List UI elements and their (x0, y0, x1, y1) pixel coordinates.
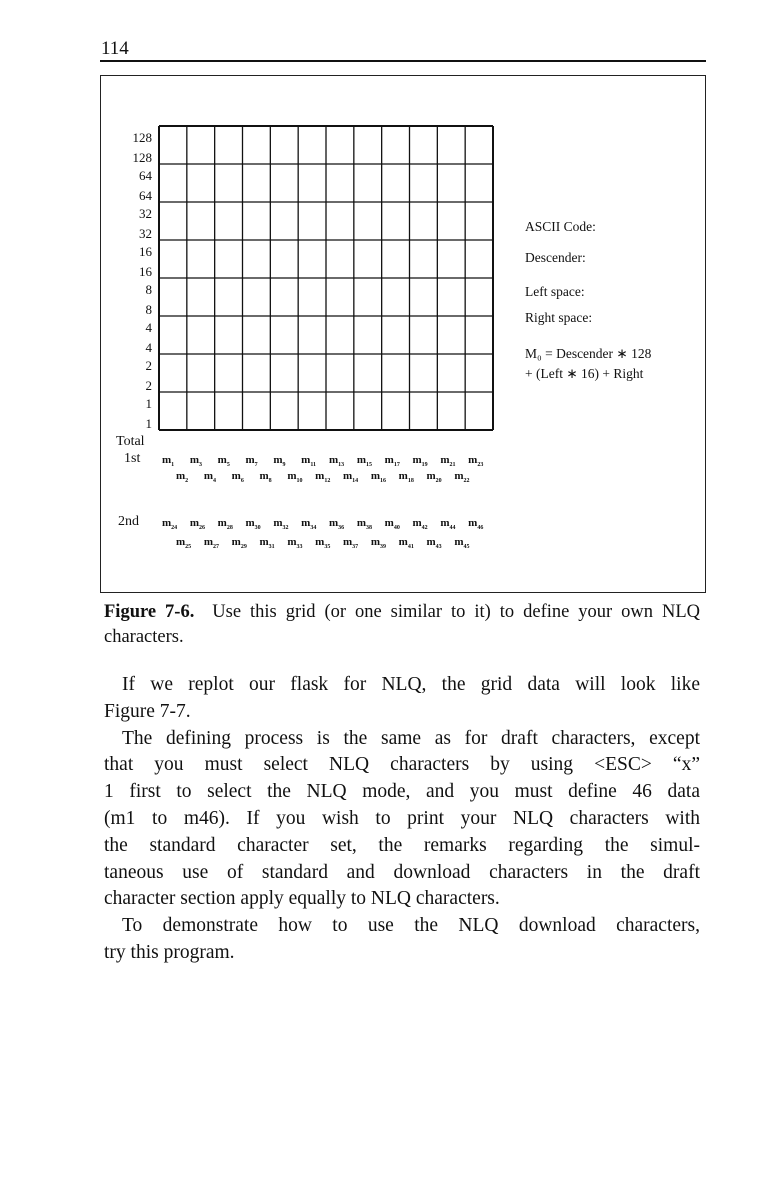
row-value-label: 64 (139, 168, 152, 183)
data-byte-label: m8 (259, 470, 272, 485)
body-line: Figure 7-7. (104, 700, 191, 722)
data-byte-label: m40 (384, 517, 400, 532)
ascii-code-label: ASCII Code: (525, 219, 596, 234)
row-value-label: 32 (139, 226, 152, 241)
body-line: If we replot our flask for NLQ, the grid… (122, 674, 700, 695)
first-pass-label: 1st (124, 451, 141, 466)
right-space-label: Right space: (525, 310, 593, 325)
data-byte-label: m17 (384, 454, 400, 469)
data-byte-label: m10 (287, 470, 303, 485)
data-byte-label: m45 (454, 536, 470, 551)
data-byte-label: m36 (329, 517, 345, 532)
row-value-label: 8 (145, 282, 153, 297)
data-byte-label: m5 (217, 454, 230, 469)
data-byte-label: m25 (176, 536, 192, 551)
data-byte-label: m2 (176, 470, 189, 485)
body-line: taneous use of standard and download cha… (104, 861, 700, 883)
row-value-label: 128 (132, 150, 153, 165)
data-byte-label: m18 (398, 470, 414, 485)
data-byte-label: m35 (315, 536, 331, 551)
data-byte-label: m21 (440, 454, 456, 469)
data-byte-label: m9 (273, 454, 286, 469)
data-byte-label: m41 (398, 536, 414, 551)
descender-label: Descender: (525, 250, 586, 265)
row-value-label: 16 (139, 264, 152, 279)
second-pass-label: 2nd (118, 514, 139, 529)
data-byte-label: m30 (245, 517, 261, 532)
row-value-label: 32 (139, 206, 152, 221)
data-byte-label: m33 (287, 536, 303, 551)
data-byte-label: m26 (189, 517, 205, 532)
data-byte-label: m12 (315, 470, 331, 485)
data-byte-label: m37 (343, 536, 359, 551)
data-byte-label: m4 (203, 470, 216, 485)
data-byte-label: m22 (454, 470, 470, 485)
data-byte-label: m15 (356, 454, 372, 469)
row-value-label: 16 (139, 244, 152, 259)
body-line: the standard character set, the remarks … (104, 834, 700, 856)
data-byte-label: m34 (301, 517, 317, 532)
left-space-label: Left space: (525, 284, 585, 299)
data-byte-label: m16 (370, 470, 386, 485)
data-byte-label: m32 (273, 517, 289, 532)
data-byte-label: m13 (329, 454, 345, 469)
row-value-label: 4 (145, 340, 153, 355)
caption-text: Use this grid (or one similar to it) to … (104, 602, 701, 647)
data-byte-label: m43 (426, 536, 442, 551)
data-byte-label: m38 (356, 517, 372, 532)
data-byte-label: m6 (231, 470, 244, 485)
data-byte-label: m27 (203, 536, 219, 551)
formula-line-2: + (Left ∗ 16) + Right (525, 366, 644, 381)
data-byte-label: m29 (231, 536, 247, 551)
page-number: 114 (101, 38, 129, 59)
data-byte-label: m44 (440, 517, 456, 532)
data-byte-label: m20 (426, 470, 442, 485)
caption-label: Figure 7-6. (104, 602, 195, 622)
data-byte-label: m7 (245, 454, 258, 469)
data-byte-label: m46 (468, 517, 484, 532)
data-byte-label: m24 (162, 517, 178, 532)
row-value-label: 8 (145, 302, 153, 317)
body-line: try this program. (104, 941, 235, 963)
header-rule (100, 60, 706, 62)
dot-grid (158, 125, 494, 431)
body-line: character section apply equally to NLQ c… (104, 888, 500, 910)
body-line: that you must select NLQ characters by u… (104, 754, 700, 776)
row-value-label: 128 (132, 130, 153, 145)
total-label: Total (116, 434, 145, 449)
data-byte-label: m19 (412, 454, 428, 469)
data-byte-label: m11 (301, 454, 316, 469)
row-value-label: 4 (145, 320, 153, 335)
data-byte-label: m28 (217, 517, 233, 532)
data-byte-label: m31 (259, 536, 275, 551)
data-byte-label: m1 (162, 454, 175, 469)
row-value-label: 2 (145, 378, 153, 393)
row-value-label: 1 (145, 396, 153, 411)
body-text: If we replot our flask for NLQ, the grid… (104, 672, 700, 967)
data-byte-label: m39 (370, 536, 386, 551)
data-byte-label: m14 (343, 470, 359, 485)
data-byte-label: m42 (412, 517, 428, 532)
figure-caption: Figure 7-6. Use this grid (or one simila… (104, 600, 700, 650)
data-byte-label: m23 (468, 454, 484, 469)
figure-box (100, 75, 706, 593)
row-value-label: 64 (139, 188, 152, 203)
row-value-label: 2 (145, 358, 153, 373)
body-line: 1 first to select the NLQ mode, and you … (104, 781, 700, 803)
formula-line-1: M₀ = Descender ∗ 128 (525, 346, 652, 361)
body-line: To demonstrate how to use the NLQ downlo… (122, 915, 700, 937)
row-value-label: 1 (145, 416, 153, 431)
data-byte-label: m3 (189, 454, 202, 469)
body-line: (m1 to m46). If you wish to print your N… (104, 807, 700, 829)
body-line: The defining process is the same as for … (122, 727, 700, 749)
